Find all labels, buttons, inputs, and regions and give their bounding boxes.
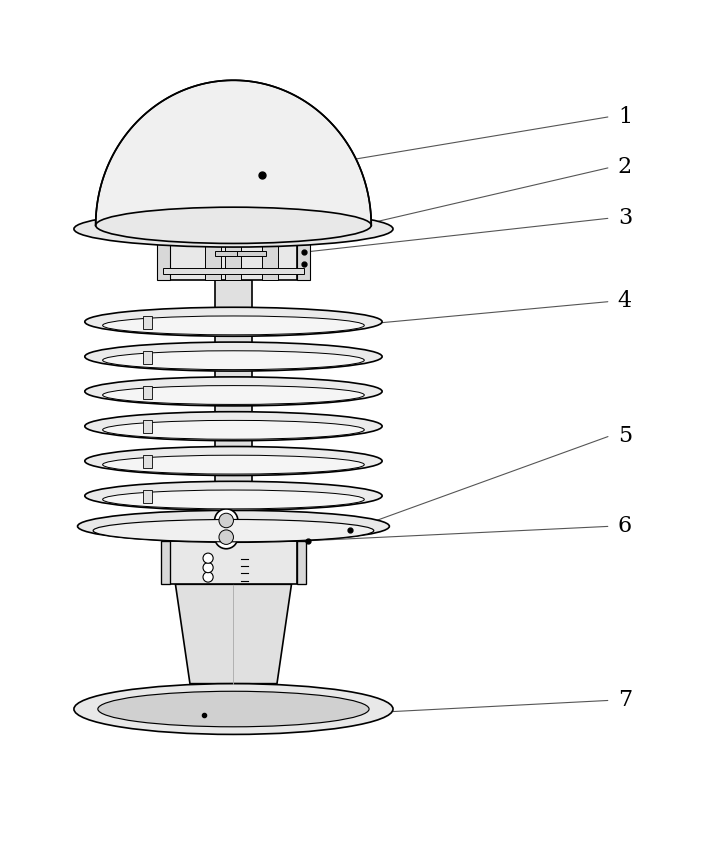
Bar: [215, 251, 245, 257]
Ellipse shape: [98, 691, 369, 727]
Circle shape: [219, 513, 234, 528]
Circle shape: [203, 553, 213, 563]
Ellipse shape: [93, 519, 373, 542]
Ellipse shape: [74, 683, 393, 734]
Ellipse shape: [84, 481, 382, 511]
Ellipse shape: [95, 207, 371, 244]
Bar: [237, 251, 266, 257]
Text: 6: 6: [618, 515, 632, 537]
Ellipse shape: [84, 411, 382, 441]
Circle shape: [203, 572, 213, 582]
Bar: [297, 541, 306, 584]
Ellipse shape: [103, 385, 364, 404]
Bar: [143, 421, 151, 434]
Text: 2: 2: [618, 156, 632, 178]
Bar: [226, 236, 242, 280]
Ellipse shape: [103, 455, 364, 474]
Polygon shape: [175, 584, 291, 683]
Ellipse shape: [84, 377, 382, 406]
Ellipse shape: [84, 342, 382, 371]
Text: 3: 3: [618, 207, 632, 229]
Bar: [262, 236, 277, 280]
Polygon shape: [95, 80, 371, 226]
Bar: [205, 236, 221, 280]
Bar: [143, 490, 151, 503]
Circle shape: [215, 525, 238, 549]
Bar: [143, 316, 151, 329]
Ellipse shape: [84, 308, 382, 336]
Bar: [157, 232, 170, 280]
Ellipse shape: [103, 351, 364, 370]
Text: 5: 5: [618, 424, 632, 447]
Circle shape: [215, 509, 238, 532]
Ellipse shape: [163, 222, 304, 243]
Ellipse shape: [98, 208, 369, 238]
Circle shape: [203, 562, 213, 573]
Bar: [170, 541, 297, 584]
Bar: [143, 385, 151, 398]
Text: 7: 7: [618, 689, 632, 711]
Text: 4: 4: [618, 290, 632, 313]
Bar: [163, 268, 304, 274]
Ellipse shape: [103, 490, 364, 509]
Bar: [143, 351, 151, 364]
Ellipse shape: [84, 447, 382, 475]
Bar: [297, 232, 310, 280]
Bar: [162, 541, 170, 584]
Circle shape: [219, 530, 234, 544]
Text: 1: 1: [618, 105, 632, 128]
Bar: [143, 455, 151, 468]
Ellipse shape: [74, 211, 393, 247]
Ellipse shape: [103, 316, 364, 335]
Bar: [215, 280, 252, 518]
Ellipse shape: [78, 511, 389, 543]
Bar: [170, 232, 297, 280]
Ellipse shape: [103, 421, 364, 439]
